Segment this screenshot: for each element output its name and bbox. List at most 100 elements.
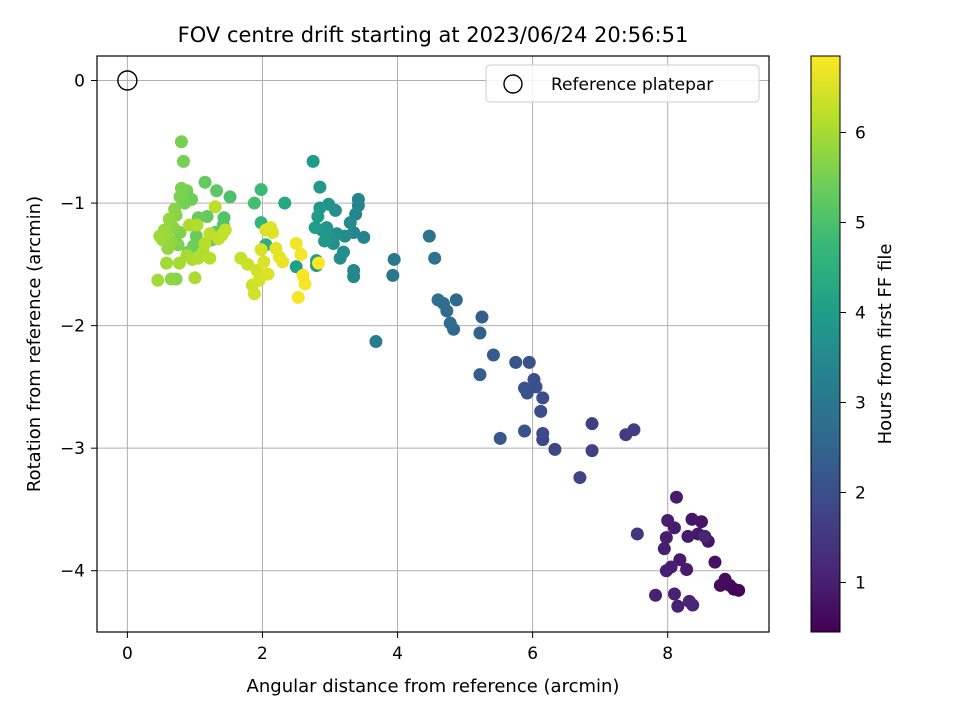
data-point bbox=[208, 200, 222, 214]
data-point bbox=[713, 578, 727, 592]
colorbar-tick-label: 3 bbox=[855, 394, 866, 414]
data-point bbox=[151, 273, 165, 287]
data-point bbox=[168, 202, 182, 216]
data-point bbox=[343, 216, 357, 230]
data-point bbox=[522, 355, 536, 369]
data-point bbox=[585, 417, 599, 431]
data-point bbox=[686, 598, 700, 612]
x-axis-label: Angular distance from reference (arcmin) bbox=[247, 676, 620, 697]
data-point bbox=[669, 490, 683, 504]
data-point bbox=[657, 542, 671, 556]
data-point bbox=[493, 431, 507, 445]
reference-marker bbox=[117, 70, 138, 91]
data-point bbox=[673, 553, 687, 567]
data-point bbox=[276, 255, 290, 269]
data-point bbox=[160, 256, 174, 270]
data-point bbox=[218, 223, 232, 237]
data-point bbox=[573, 471, 587, 485]
data-point bbox=[661, 513, 675, 527]
data-point bbox=[189, 229, 203, 243]
data-point bbox=[708, 555, 722, 569]
y-tick-label: 0 bbox=[74, 72, 85, 92]
data-point bbox=[698, 529, 712, 543]
data-point bbox=[254, 243, 268, 257]
x-tick-label: 6 bbox=[527, 644, 538, 664]
data-point bbox=[536, 391, 550, 405]
data-point bbox=[518, 381, 532, 395]
data-point bbox=[266, 225, 280, 239]
data-point bbox=[311, 210, 325, 224]
data-point bbox=[291, 290, 305, 304]
data-point bbox=[659, 564, 673, 578]
data-point bbox=[680, 562, 694, 576]
legend: Reference platepar bbox=[485, 64, 760, 103]
data-point bbox=[548, 442, 562, 456]
data-point bbox=[527, 373, 541, 387]
data-point bbox=[649, 588, 663, 602]
data-point bbox=[254, 183, 268, 197]
data-point bbox=[422, 229, 436, 243]
colorbar-ticks: 1 2 3 4 5 6 bbox=[840, 124, 866, 594]
legend-marker bbox=[503, 74, 523, 94]
data-point bbox=[667, 587, 681, 601]
data-point bbox=[534, 404, 548, 418]
legend-label: Reference platepar bbox=[551, 75, 713, 95]
data-point bbox=[312, 256, 326, 270]
colorbar-tick-label: 2 bbox=[855, 484, 866, 504]
y-tick-label: −3 bbox=[60, 439, 85, 459]
chart-title: FOV centre drift starting at 2023/06/24 … bbox=[178, 23, 689, 47]
data-point bbox=[681, 529, 695, 543]
data-point bbox=[333, 251, 347, 265]
y-tick-label: −2 bbox=[60, 317, 85, 337]
plot-frame bbox=[96, 55, 770, 633]
data-point bbox=[619, 428, 633, 442]
data-point bbox=[247, 196, 261, 210]
data-point bbox=[357, 230, 371, 244]
data-point bbox=[536, 426, 550, 440]
y-tick-label: −4 bbox=[60, 562, 85, 582]
colorbar-tick-label: 4 bbox=[855, 304, 866, 324]
data-point bbox=[585, 444, 599, 458]
colorbar-label: Hours from first FF file bbox=[875, 244, 896, 445]
legend-box bbox=[485, 64, 760, 103]
data-point bbox=[308, 221, 322, 235]
reference-point bbox=[117, 70, 138, 91]
data-point bbox=[486, 348, 500, 362]
data-point bbox=[298, 277, 312, 291]
data-point bbox=[257, 255, 271, 269]
data-point bbox=[203, 251, 217, 265]
data-point bbox=[386, 268, 400, 282]
data-point bbox=[241, 257, 255, 271]
data-point bbox=[289, 237, 303, 251]
data-point bbox=[685, 512, 699, 526]
data-point bbox=[210, 184, 224, 198]
colorbar-tick-label: 1 bbox=[855, 574, 866, 594]
data-point bbox=[198, 237, 212, 251]
data-point bbox=[223, 190, 237, 204]
data-point bbox=[443, 316, 457, 330]
data-point bbox=[198, 175, 212, 189]
y-axis-label: Rotation from reference (arcmin) bbox=[24, 196, 45, 492]
grid-lines bbox=[97, 56, 769, 632]
data-point bbox=[173, 190, 187, 204]
data-point bbox=[164, 272, 178, 286]
data-point bbox=[278, 196, 292, 210]
colorbar-tick-label: 5 bbox=[855, 214, 866, 234]
data-point bbox=[176, 154, 190, 168]
data-point bbox=[162, 212, 176, 226]
x-tick-label: 8 bbox=[662, 644, 673, 664]
data-point bbox=[473, 326, 487, 340]
y-tick-label: −1 bbox=[60, 194, 85, 214]
data-point bbox=[313, 180, 327, 194]
data-point bbox=[473, 368, 487, 382]
colorbar-tick-label: 6 bbox=[855, 124, 866, 144]
data-point bbox=[509, 355, 523, 369]
data-point bbox=[153, 229, 167, 243]
data-point bbox=[294, 248, 308, 262]
data-point bbox=[347, 270, 361, 284]
data-point bbox=[671, 599, 685, 613]
data-point bbox=[247, 287, 261, 301]
x-axis-ticks: 0 2 4 6 8 bbox=[122, 632, 673, 664]
data-point bbox=[188, 271, 202, 285]
